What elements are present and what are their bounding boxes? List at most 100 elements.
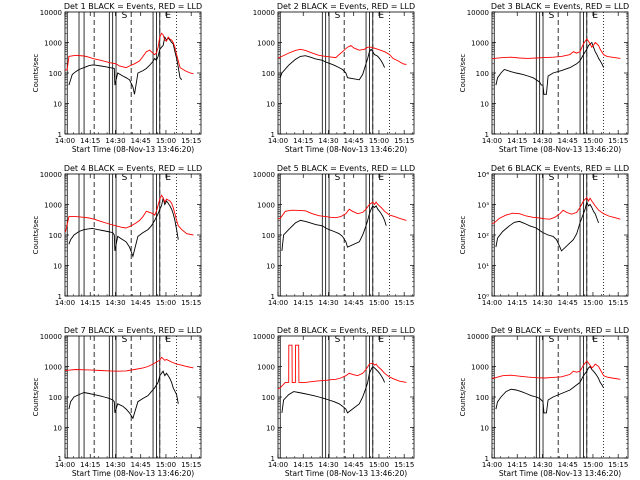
- y-tick-label: 1: [58, 293, 62, 301]
- x-tick-label: 15:00: [369, 137, 389, 145]
- plot-frame: [491, 173, 629, 297]
- x-tick-label: 14:45: [558, 137, 578, 145]
- y-tick-label: 10: [266, 101, 275, 109]
- y-tick-label: 10000: [467, 9, 489, 17]
- x-tick-label: 14:15: [293, 461, 313, 469]
- x-tick-label: 15:00: [583, 461, 603, 469]
- x-tick-label: 15:15: [608, 461, 628, 469]
- panel-title: Det 2 BLACK = Events, RED = LLD: [277, 2, 415, 11]
- series-line-events: [68, 370, 179, 420]
- series-line-events: [281, 365, 386, 414]
- x-tick-label: 15:15: [181, 137, 201, 145]
- x-tick-label: 14:00: [268, 461, 288, 469]
- plot-area: [278, 336, 407, 458]
- x-tick-label: 14:45: [558, 461, 578, 469]
- x-tick-label: 14:45: [558, 299, 578, 307]
- x-tick-label: 14:30: [532, 461, 552, 469]
- y-tick-label: 10: [53, 425, 62, 433]
- y-tick-label: 1: [485, 455, 489, 463]
- panel-title: Det 6 BLACK = Events, RED = LLD: [491, 164, 629, 173]
- x-tick-label: 14:15: [80, 299, 100, 307]
- x-tick-label: 14:45: [131, 137, 151, 145]
- y-tick-label: 10: [480, 101, 489, 109]
- series-line-events: [495, 41, 605, 95]
- annotation-label: S: [549, 173, 555, 183]
- x-tick-label: 14:00: [55, 137, 75, 145]
- x-tick-label: 14:15: [507, 137, 527, 145]
- x-axis-label: Start Time (08-Nov-13 13:46:20): [285, 145, 407, 154]
- series-line-lld: [492, 196, 621, 224]
- x-tick-label: 14:30: [318, 137, 338, 145]
- x-tick-label: 14:00: [268, 299, 288, 307]
- annotation-label: S: [122, 335, 128, 345]
- plot-area: [65, 174, 194, 296]
- annotation-label: S: [549, 11, 555, 21]
- panel-title: Det 3 BLACK = Events, RED = LLD: [491, 2, 629, 11]
- x-tick-label: 15:00: [583, 299, 603, 307]
- y-tick-label: 10: [53, 263, 62, 271]
- plot-area: [278, 174, 407, 296]
- x-axis-label: Start Time (08-Nov-13 13:46:20): [72, 469, 194, 478]
- x-tick-label: 14:45: [344, 137, 364, 145]
- y-tick-label: 1000: [44, 202, 62, 210]
- x-tick-label: 15:15: [181, 299, 201, 307]
- series-line-lld: [278, 44, 407, 65]
- series-line-lld: [65, 32, 194, 75]
- x-tick-label: 14:45: [344, 461, 364, 469]
- series-line-lld: [278, 201, 407, 221]
- plot-frame: [64, 11, 202, 135]
- y-tick-label: 10: [53, 101, 62, 109]
- x-tick-label: 15:15: [394, 299, 414, 307]
- series-line-events: [495, 365, 604, 414]
- panel-5: Det 5 BLACK = Events, RED = LLD 1 10 100 100…: [253, 164, 415, 307]
- x-tick-label: 14:30: [105, 461, 125, 469]
- plot-frame: [491, 335, 629, 459]
- y-tick-label: 10: [480, 425, 489, 433]
- annotation-label: E: [592, 335, 598, 345]
- y-tick-label: 1000: [44, 364, 62, 372]
- x-tick-label: 15:15: [181, 461, 201, 469]
- annotation-label: E: [378, 173, 384, 183]
- plot-area: [492, 174, 621, 296]
- y-tick-label: 10000: [253, 9, 275, 17]
- y-tick-label: 100: [49, 70, 62, 78]
- panel-9: Det 9 BLACK = Events, RED = LLD 1 10 100 100…: [459, 326, 629, 478]
- x-tick-label: 15:15: [394, 461, 414, 469]
- x-tick-label: 14:00: [482, 137, 502, 145]
- plot-frame: [277, 173, 415, 297]
- y-tick-label: 1: [58, 131, 62, 139]
- panel-3: Det 3 BLACK = Events, RED = LLD 1 10 100 100…: [459, 2, 629, 154]
- panel-4: Det 4 BLACK = Events, RED = LLD 1 10 100 100…: [32, 164, 202, 307]
- y-tick-label: 1: [485, 131, 489, 139]
- x-tick-label: 14:00: [482, 299, 502, 307]
- y-tick-label: 1000: [257, 202, 275, 210]
- panel-title: Det 8 BLACK = Events, RED = LLD: [277, 326, 415, 335]
- annotation-label: S: [335, 11, 341, 21]
- x-axis-label: Start Time (08-Nov-13 13:46:20): [499, 145, 621, 154]
- y-tick-label: 10: [266, 263, 275, 271]
- y-tick-label: 10³: [477, 202, 489, 210]
- y-tick-label: 10¹: [477, 263, 489, 271]
- plot-area: [278, 12, 407, 134]
- y-tick-label: 1000: [44, 40, 62, 48]
- x-tick-label: 14:00: [55, 461, 75, 469]
- x-tick-label: 14:15: [80, 137, 100, 145]
- plot-frame: [64, 335, 202, 459]
- series-line-events: [68, 198, 179, 258]
- x-tick-label: 14:45: [131, 299, 151, 307]
- x-tick-label: 14:30: [105, 299, 125, 307]
- x-tick-label: 14:00: [482, 461, 502, 469]
- series-line-events: [281, 205, 387, 251]
- y-tick-label: 10000: [467, 333, 489, 341]
- series-line-lld: [492, 38, 621, 59]
- y-axis-label: Counts/sec: [459, 378, 467, 417]
- x-tick-label: 14:15: [507, 299, 527, 307]
- y-tick-label: 10000: [40, 171, 62, 179]
- x-axis-label: Start Time (08-Nov-13 13:46:20): [285, 469, 407, 478]
- panel-title: Det 7 BLACK = Events, RED = LLD: [64, 326, 202, 335]
- x-tick-label: 14:15: [507, 461, 527, 469]
- x-tick-label: 14:00: [55, 299, 75, 307]
- panel-title: Det 9 BLACK = Events, RED = LLD: [491, 326, 629, 335]
- plot-frame: [491, 11, 629, 135]
- y-axis-label: Counts/sec: [459, 216, 467, 255]
